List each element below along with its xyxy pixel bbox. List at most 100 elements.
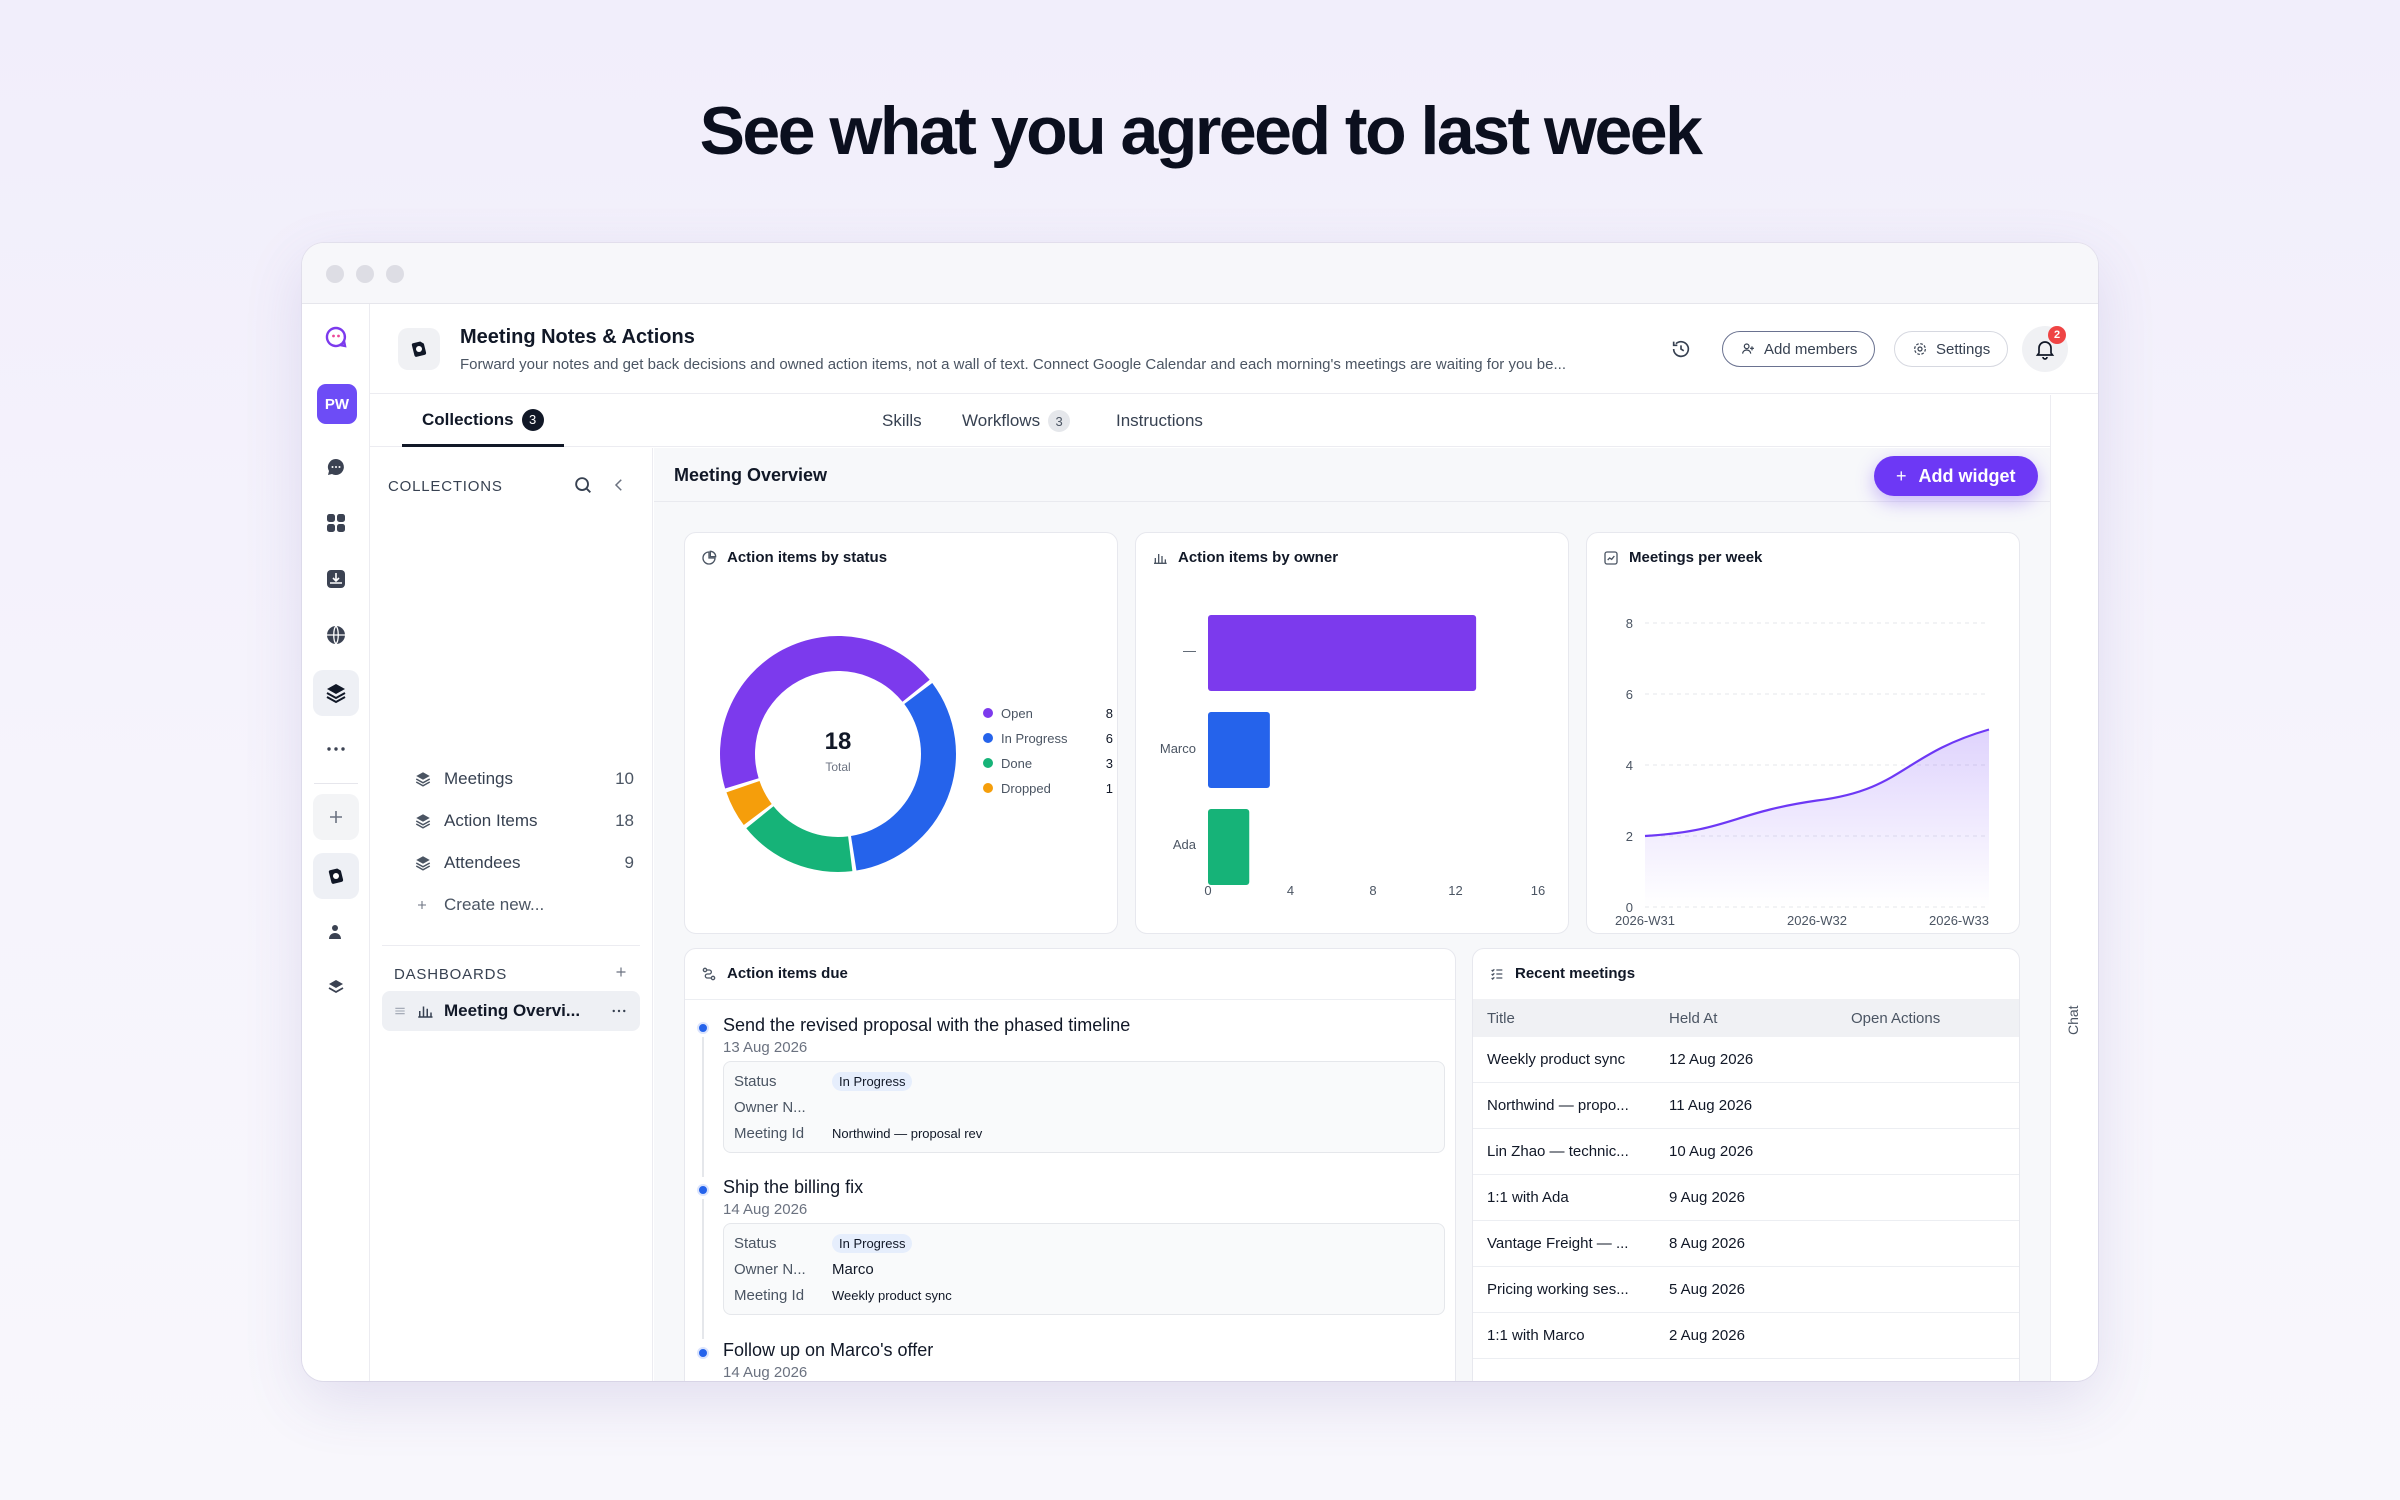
timeline-dot (697, 1184, 709, 1196)
table-row[interactable]: 1:1 with Marco 2 Aug 2026 (1473, 1313, 2019, 1359)
search-icon[interactable] (572, 474, 594, 501)
inbox-icon[interactable] (313, 556, 359, 602)
x-tick-label: 8 (1369, 883, 1376, 898)
collapse-panel-icon[interactable] (610, 476, 628, 499)
settings-label: Settings (1936, 340, 1991, 358)
series-line[interactable] (1644, 728, 1990, 838)
plus-icon (414, 897, 432, 913)
meeting-notes-app-icon[interactable] (313, 853, 359, 899)
cell-title: Weekly product sync (1487, 1051, 1626, 1068)
apps-grid-icon[interactable] (313, 500, 359, 546)
chat-icon[interactable] (313, 444, 359, 490)
tab-skills[interactable]: Skills (882, 395, 922, 447)
tab-bar: Collections 3 Skills Workflows 3 Instruc… (370, 395, 2050, 447)
y-tick-label: 8 (1626, 616, 1633, 631)
collection-label: Action Items (444, 811, 538, 830)
widget-recent-meetings[interactable]: Recent meetings Title Held At Open Actio… (1472, 948, 2020, 1381)
y-tick-label: 6 (1626, 687, 1633, 702)
create-collection-button[interactable]: Create new... (414, 887, 634, 923)
add-app-icon[interactable] (313, 794, 359, 840)
bar-ada[interactable] (1208, 809, 1250, 885)
detail-row-meeting: Meeting Id Northwind — proposal rev (734, 1122, 1434, 1144)
tab-collections[interactable]: Collections 3 (402, 395, 564, 447)
table-row[interactable]: Pricing working ses... 5 Aug 2026 (1473, 1267, 2019, 1313)
legend-item-done: Done 3 (983, 753, 1113, 773)
collection-item-action-items[interactable]: Action Items 18 (414, 803, 634, 839)
collection-item-attendees[interactable]: Attendees 9 (414, 845, 634, 881)
bar-category-label: — (1183, 643, 1196, 658)
cell-title: 1:1 with Ada (1487, 1189, 1569, 1206)
column-header-open-actions[interactable]: Open Actions (1851, 1009, 1941, 1027)
widget-title-label: Action items due (727, 965, 848, 982)
workspace-badge[interactable]: PW (317, 384, 357, 424)
window-dot-minimize[interactable] (356, 265, 374, 283)
timeline-line (702, 1037, 704, 1177)
more-icon[interactable] (313, 726, 359, 772)
table-row[interactable]: Weekly product sync 12 Aug 2026 (1473, 1037, 2019, 1083)
dashboard-item-meeting-overview[interactable]: Meeting Overvi... (382, 991, 640, 1031)
panel-divider (382, 945, 640, 946)
table-header: Title Held At Open Actions (1473, 999, 2019, 1037)
collection-label: Attendees (444, 853, 521, 872)
column-header-title[interactable]: Title (1487, 1009, 1515, 1027)
tab-count-badge: 3 (1048, 410, 1071, 432)
legend-item-in-progress: In Progress 6 (983, 728, 1113, 748)
notifications-button[interactable]: 2 (2022, 326, 2068, 372)
donut-slice-open[interactable] (720, 636, 930, 789)
globe-icon[interactable] (313, 612, 359, 658)
legend-item-open: Open 8 (983, 703, 1113, 723)
window-dot-close[interactable] (326, 265, 344, 283)
legend-swatch (983, 783, 993, 793)
cell-held-at: 2 Aug 2026 (1669, 1327, 1745, 1344)
bar-unassigned[interactable] (1208, 615, 1477, 691)
donut-slice-done[interactable] (746, 806, 853, 872)
donut-slice-dropped[interactable] (726, 781, 772, 826)
tab-workflows[interactable]: Workflows 3 (962, 395, 1071, 447)
due-item[interactable]: Send the revised proposal with the phase… (685, 1015, 1455, 1177)
cell-title: Northwind — propo... (1487, 1097, 1629, 1114)
pie-chart-icon (702, 550, 717, 565)
widget-action-items-due[interactable]: Action items due Send the revised propos… (684, 948, 1456, 1381)
collections-panel: COLLECTIONS Meetings 10 Action Items 18 … (370, 448, 653, 1381)
drag-handle-icon[interactable] (392, 1003, 408, 1019)
table-row[interactable]: Lin Zhao — technic... 10 Aug 2026 (1473, 1129, 2019, 1175)
add-widget-button[interactable]: + Add widget (1874, 456, 2038, 496)
table-row[interactable]: Northwind — propo... 11 Aug 2026 (1473, 1083, 2019, 1129)
chat-side-panel[interactable]: Chat (2050, 395, 2098, 1381)
stack-icon (414, 770, 432, 788)
table-row[interactable]: 1:1 with Ada 9 Aug 2026 (1473, 1175, 2019, 1221)
donut-slice-in-progress[interactable] (850, 682, 956, 871)
legend-item-dropped: Dropped 1 (983, 778, 1113, 798)
widget-action-items-by-status[interactable]: Action items by status 18 Total Open 8 In… (684, 532, 1118, 934)
attendee-app-icon[interactable] (313, 909, 359, 955)
table-row[interactable]: Vantage Freight — ... 8 Aug 2026 (1473, 1221, 2019, 1267)
widget-meetings-per-week[interactable]: Meetings per week 8 6 4 2 0 2026-W31 2026-W32 2… (1586, 532, 2020, 934)
gear-icon (1914, 343, 1926, 355)
tab-instructions[interactable]: Instructions (1116, 395, 1203, 447)
due-item[interactable]: Follow up on Marco's offer 14 Aug 2026 (685, 1340, 1455, 1381)
add-members-button[interactable]: Add members (1722, 331, 1876, 367)
add-widget-label: Add widget (1918, 465, 2016, 486)
settings-button[interactable]: Settings (1894, 331, 2009, 367)
bar-marco[interactable] (1208, 712, 1270, 788)
cell-title: Pricing working ses... (1487, 1281, 1629, 1298)
owner-bar-chart: — Marco Ada 0 4 8 12 16 (1160, 615, 1545, 898)
add-dashboard-icon[interactable] (612, 963, 630, 986)
logo-icon[interactable] (313, 314, 359, 360)
widget-title: Action items due (701, 965, 848, 982)
column-header-held-at[interactable]: Held At (1669, 1009, 1718, 1027)
layers-icon[interactable] (313, 964, 359, 1010)
dashboard-more-icon[interactable] (610, 1002, 628, 1020)
collection-item-meetings[interactable]: Meetings 10 (414, 761, 634, 797)
x-tick-label: 16 (1531, 883, 1545, 898)
card-divider (685, 999, 1455, 1000)
legend-swatch (983, 733, 993, 743)
widget-action-items-by-owner[interactable]: Action items by owner — Marco Ada 0 4 8 12 16 (1135, 532, 1569, 934)
tab-label: Workflows (962, 411, 1041, 430)
due-item[interactable]: Ship the billing fix 14 Aug 2026 Status I… (685, 1177, 1455, 1339)
collections-stack-icon[interactable] (313, 670, 359, 716)
dashboard-area: Meeting Overview + Add widget Action ite… (654, 448, 2050, 1381)
window-dot-zoom[interactable] (386, 265, 404, 283)
history-icon[interactable] (1666, 334, 1696, 364)
detail-key: Status (734, 1234, 777, 1252)
